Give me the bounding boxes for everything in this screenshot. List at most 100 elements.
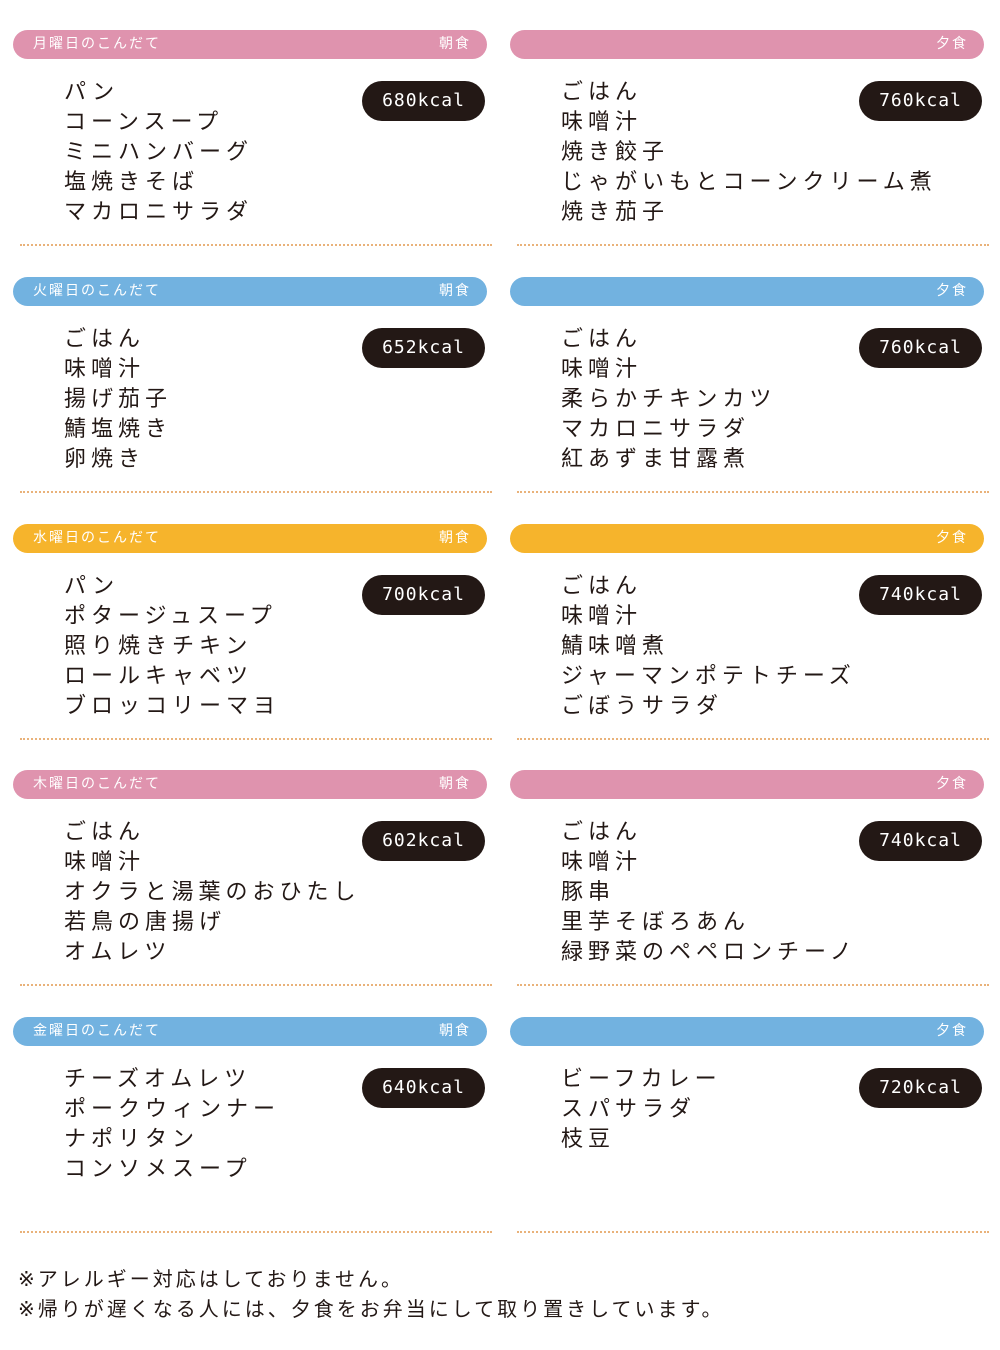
dinner-header: 夕食 [510,276,984,306]
dotted-divider [517,1231,989,1234]
day-section: 木曜日のこんだて 朝食 ごはん 味噌汁 オクラと湯葉のおひたし 若鳥の唐揚げ オムレツ 602… [0,770,1000,1017]
menu-item: じゃがいもとコーンクリーム煮 [561,170,937,195]
menu-item: ビーフカレー [561,1067,722,1093]
dinner-header: 夕食 [510,1017,984,1047]
calorie-badge: 740kcal [859,821,982,862]
menu-items: ごはん 味噌汁 鯖味噌煮 ジャーマンポテトチーズ ごぼうサラダ [561,572,856,722]
menu-item: 緑野菜のペペロンチーノ [561,940,857,966]
meal-label: 夕食 [936,776,968,793]
menu-item: ロールキャベツ [64,663,254,689]
dotted-divider [517,984,989,987]
day-section: 月曜日のこんだて 朝食 パン コーンスープ ミニハンバーグ 塩焼きそば マカロニサラダ 680… [0,30,1000,277]
menu-item: ミニハンバーグ [64,140,254,165]
day-title: 金曜日のこんだて [33,1023,161,1040]
menu-item: 枝豆 [561,1127,616,1153]
dinner-card: 夕食 ごはん 味噌汁 柔らかチキンカツ マカロニサラダ 紅あずま甘露煮 760kcal [510,276,984,517]
dotted-divider [20,244,492,246]
calorie-badge: 740kcal [859,574,982,615]
menu-item: 鯖塩焼き [64,416,173,442]
menu-item: ブロッコリーマヨ [64,693,281,719]
breakfast-card: 木曜日のこんだて 朝食 ごはん 味噌汁 オクラと湯葉のおひたし 若鳥の唐揚げ オムレツ 602… [13,770,487,1010]
menu-item: スパサラダ [561,1097,697,1123]
breakfast-header: 金曜日のこんだて 朝食 [13,1017,487,1047]
menu-item: マカロニサラダ [64,200,254,225]
menu-item: 味噌汁 [64,850,146,876]
dotted-divider [20,984,492,987]
menu-item: ごはん [561,820,643,846]
menu-item: 味噌汁 [561,356,643,382]
menu-item: 味噌汁 [561,110,643,135]
menu-item: 豚串 [561,880,616,906]
day-section: 金曜日のこんだて 朝食 チーズオムレツ ポークウィンナー ナポリタン コンソメスープ 640… [0,1017,1000,1264]
dinner-header: 夕食 [510,523,984,553]
menu-item: 揚げ茄子 [64,386,173,412]
menu-item: ごはん [561,80,643,105]
menu-items: ごはん 味噌汁 オクラと湯葉のおひたし 若鳥の唐揚げ オムレツ [64,818,361,968]
dinner-card: 夕食ビーフカレー スパサラダ枝豆 720kcal [510,1017,984,1257]
day-section: 水曜日のこんだて 朝食パンポタージュスープ 照り焼きチキン ロールキャベツブロッコリー… [0,523,1000,771]
menu-item: 味噌汁 [64,356,146,382]
menu-item: ポタージュスープ [64,603,277,629]
menu-item: 塩焼きそば [64,170,200,195]
breakfast-card: 火曜日のこんだて 朝食ごはん味噌汁揚げ茄子鯖塩焼き卵焼き 652kcal [13,276,487,517]
day-section: 火曜日のこんだて 朝食ごはん味噌汁揚げ茄子鯖塩焼き卵焼き 652kcal 夕食ごはん味… [0,276,1000,524]
breakfast-header: 水曜日のこんだて 朝食 [13,523,487,553]
day-title: 火曜日のこんだて [33,282,161,299]
menu-item: 焼き餃子 [561,140,670,165]
meal-label: 朝食 [439,529,471,546]
dinner-header: 夕食 [510,770,984,800]
menu-item: 味噌汁 [561,850,643,876]
breakfast-header: 火曜日のこんだて 朝食 [13,276,487,306]
calorie-badge: 640kcal [362,1068,485,1109]
menu-item: チーズオムレツ [64,1067,252,1093]
breakfast-header: 月曜日のこんだて 朝食 [13,30,487,59]
menu-item: ごはん [561,573,643,599]
menu-item: コーンスープ [64,110,224,135]
menu-items: パンポタージュスープ 照り焼きチキン ロールキャベツブロッコリーマヨ [64,572,280,722]
calorie-badge: 652kcal [362,327,485,368]
menu-item: ごはん [561,326,643,352]
menu-item: パン [64,80,120,105]
dotted-divider [20,737,492,740]
day-title: 月曜日のこんだて [33,36,161,52]
menu-item: 卵焼き [64,446,146,472]
menu-item: ごはん [64,326,146,352]
breakfast-card: 金曜日のこんだて 朝食 チーズオムレツ ポークウィンナー ナポリタン コンソメスープ 640… [13,1017,487,1257]
menu-item: 里芋そぼろあん [561,910,751,936]
meal-label: 夕食 [936,1023,968,1040]
dotted-divider [517,244,989,246]
menu-item: ナポリタン [64,1127,200,1153]
menu-items: ごはん味噌汁揚げ茄子鯖塩焼き卵焼き [64,325,172,475]
dotted-divider [517,490,989,493]
meal-label: 朝食 [439,1023,471,1040]
dotted-divider [20,1231,492,1234]
menu-item: オクラと湯葉のおひたし [64,880,361,906]
menu-item: マカロニサラダ [561,416,751,442]
meal-label: 夕食 [936,36,968,52]
dinner-card: 夕食 ごはん 味噌汁 鯖味噌煮 ジャーマンポテトチーズ ごぼうサラダ 740kcal [510,523,984,764]
menu-item: ごはん [64,820,146,846]
dinner-header: 夕食 [510,30,984,59]
menu-item: 鯖味噌煮 [561,633,670,659]
bento-note: ※帰りが遅くなる人には、夕食をお弁当にして取り置きしています。 [18,1297,725,1321]
menu-item: 柔らかチキンカツ [561,386,777,412]
menu-item: オムレツ [64,940,172,966]
menu-item: 味噌汁 [561,603,643,629]
menu-item: 焼き茄子 [561,200,670,225]
menu-items: ごはん味噌汁焼き餃子じゃがいもとコーンクリーム煮 焼き茄子 [561,78,937,228]
menu-items: ごはん 味噌汁 柔らかチキンカツ マカロニサラダ 紅あずま甘露煮 [561,325,776,475]
calorie-badge: 720kcal [859,1068,982,1109]
menu-item: 照り焼きチキン [64,633,253,659]
day-title: 水曜日のこんだて [33,529,161,546]
menu-items: チーズオムレツ ポークウィンナー ナポリタン コンソメスープ [64,1065,280,1185]
menu-item: ポークウィンナー [64,1097,281,1123]
menu-item: パン [64,573,120,599]
dotted-divider [517,737,989,740]
menu-items: ビーフカレー スパサラダ枝豆 [561,1065,722,1155]
allergy-note: ※アレルギー対応はしておりません。 [18,1267,404,1291]
meal-label: 夕食 [936,529,968,546]
dotted-divider [20,490,492,493]
calorie-badge: 700kcal [362,574,485,615]
breakfast-card: 水曜日のこんだて 朝食パンポタージュスープ 照り焼きチキン ロールキャベツブロッコリー… [13,523,487,764]
calorie-badge: 760kcal [859,327,982,368]
